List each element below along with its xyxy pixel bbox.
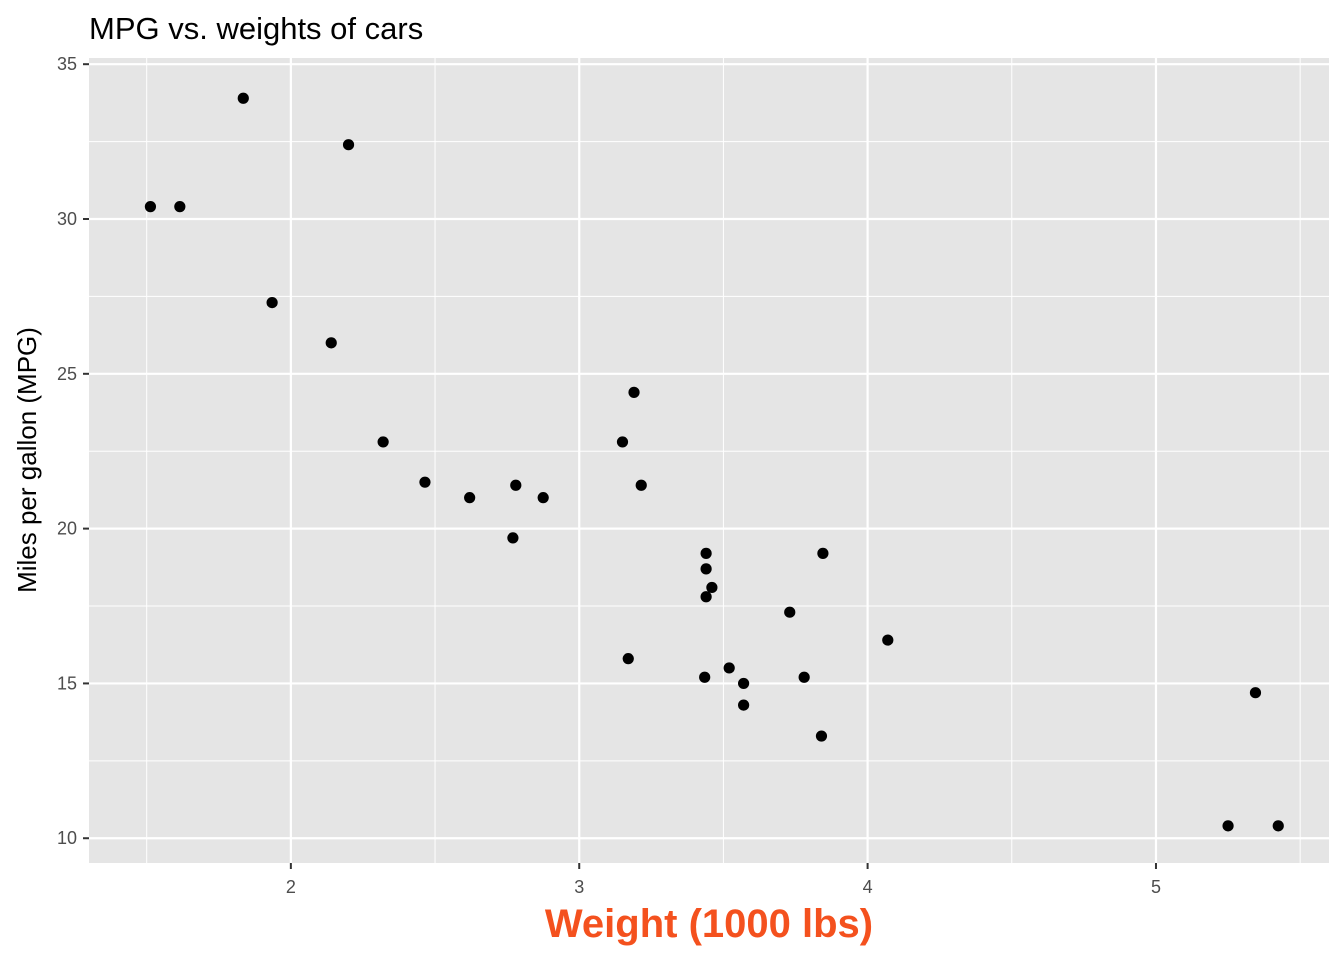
data-point bbox=[817, 547, 829, 559]
data-point bbox=[1222, 820, 1234, 832]
data-point bbox=[628, 386, 640, 398]
chart-title: MPG vs. weights of cars bbox=[89, 11, 423, 46]
data-point bbox=[325, 337, 337, 349]
data-point bbox=[700, 563, 712, 575]
data-point bbox=[342, 139, 355, 151]
data-point bbox=[700, 591, 712, 603]
data-point bbox=[510, 479, 522, 491]
y-tick-label: 30 bbox=[57, 209, 77, 229]
data-point bbox=[738, 677, 750, 690]
data-point bbox=[144, 201, 157, 213]
y-tick-label: 25 bbox=[57, 364, 77, 384]
data-point bbox=[507, 532, 519, 544]
data-point bbox=[537, 492, 549, 504]
data-point bbox=[882, 634, 894, 646]
data-point bbox=[622, 653, 634, 665]
x-tick-label: 5 bbox=[1151, 877, 1161, 897]
data-point bbox=[1249, 687, 1262, 699]
minor-gridlines bbox=[89, 58, 1329, 863]
data-point bbox=[1272, 820, 1284, 832]
data-point bbox=[784, 606, 796, 618]
y-tick-label: 15 bbox=[57, 673, 77, 693]
axis-ticks bbox=[83, 63, 1157, 869]
x-tick-label: 2 bbox=[286, 877, 296, 897]
x-tick-label: 3 bbox=[574, 877, 584, 897]
y-tick-label: 20 bbox=[57, 519, 77, 539]
data-point bbox=[464, 492, 476, 504]
x-tick-label: 4 bbox=[863, 877, 873, 897]
data-point bbox=[635, 479, 647, 491]
data-point bbox=[723, 662, 735, 674]
y-axis-label: Miles per gallon (MPG) bbox=[12, 327, 42, 593]
x-axis-label: Weight (1000 lbs) bbox=[545, 902, 873, 946]
data-point bbox=[798, 671, 810, 683]
data-point bbox=[616, 436, 629, 448]
data-point bbox=[706, 581, 718, 594]
plot-panel bbox=[89, 58, 1329, 863]
data-point bbox=[377, 436, 389, 448]
data-point bbox=[700, 547, 712, 559]
data-points bbox=[144, 92, 1284, 832]
data-point bbox=[738, 699, 750, 711]
y-tick-labels: 10 15 20 25 30 35 bbox=[57, 54, 77, 848]
data-point bbox=[237, 92, 249, 104]
data-point bbox=[815, 730, 828, 742]
data-point bbox=[699, 671, 711, 683]
x-tick-labels: 2 3 4 5 bbox=[286, 877, 1161, 897]
y-tick-label: 35 bbox=[57, 54, 77, 74]
y-tick-label: 10 bbox=[57, 828, 77, 848]
data-point bbox=[266, 296, 278, 309]
major-gridlines bbox=[89, 58, 1329, 863]
data-point bbox=[419, 476, 431, 488]
data-point bbox=[174, 201, 186, 213]
